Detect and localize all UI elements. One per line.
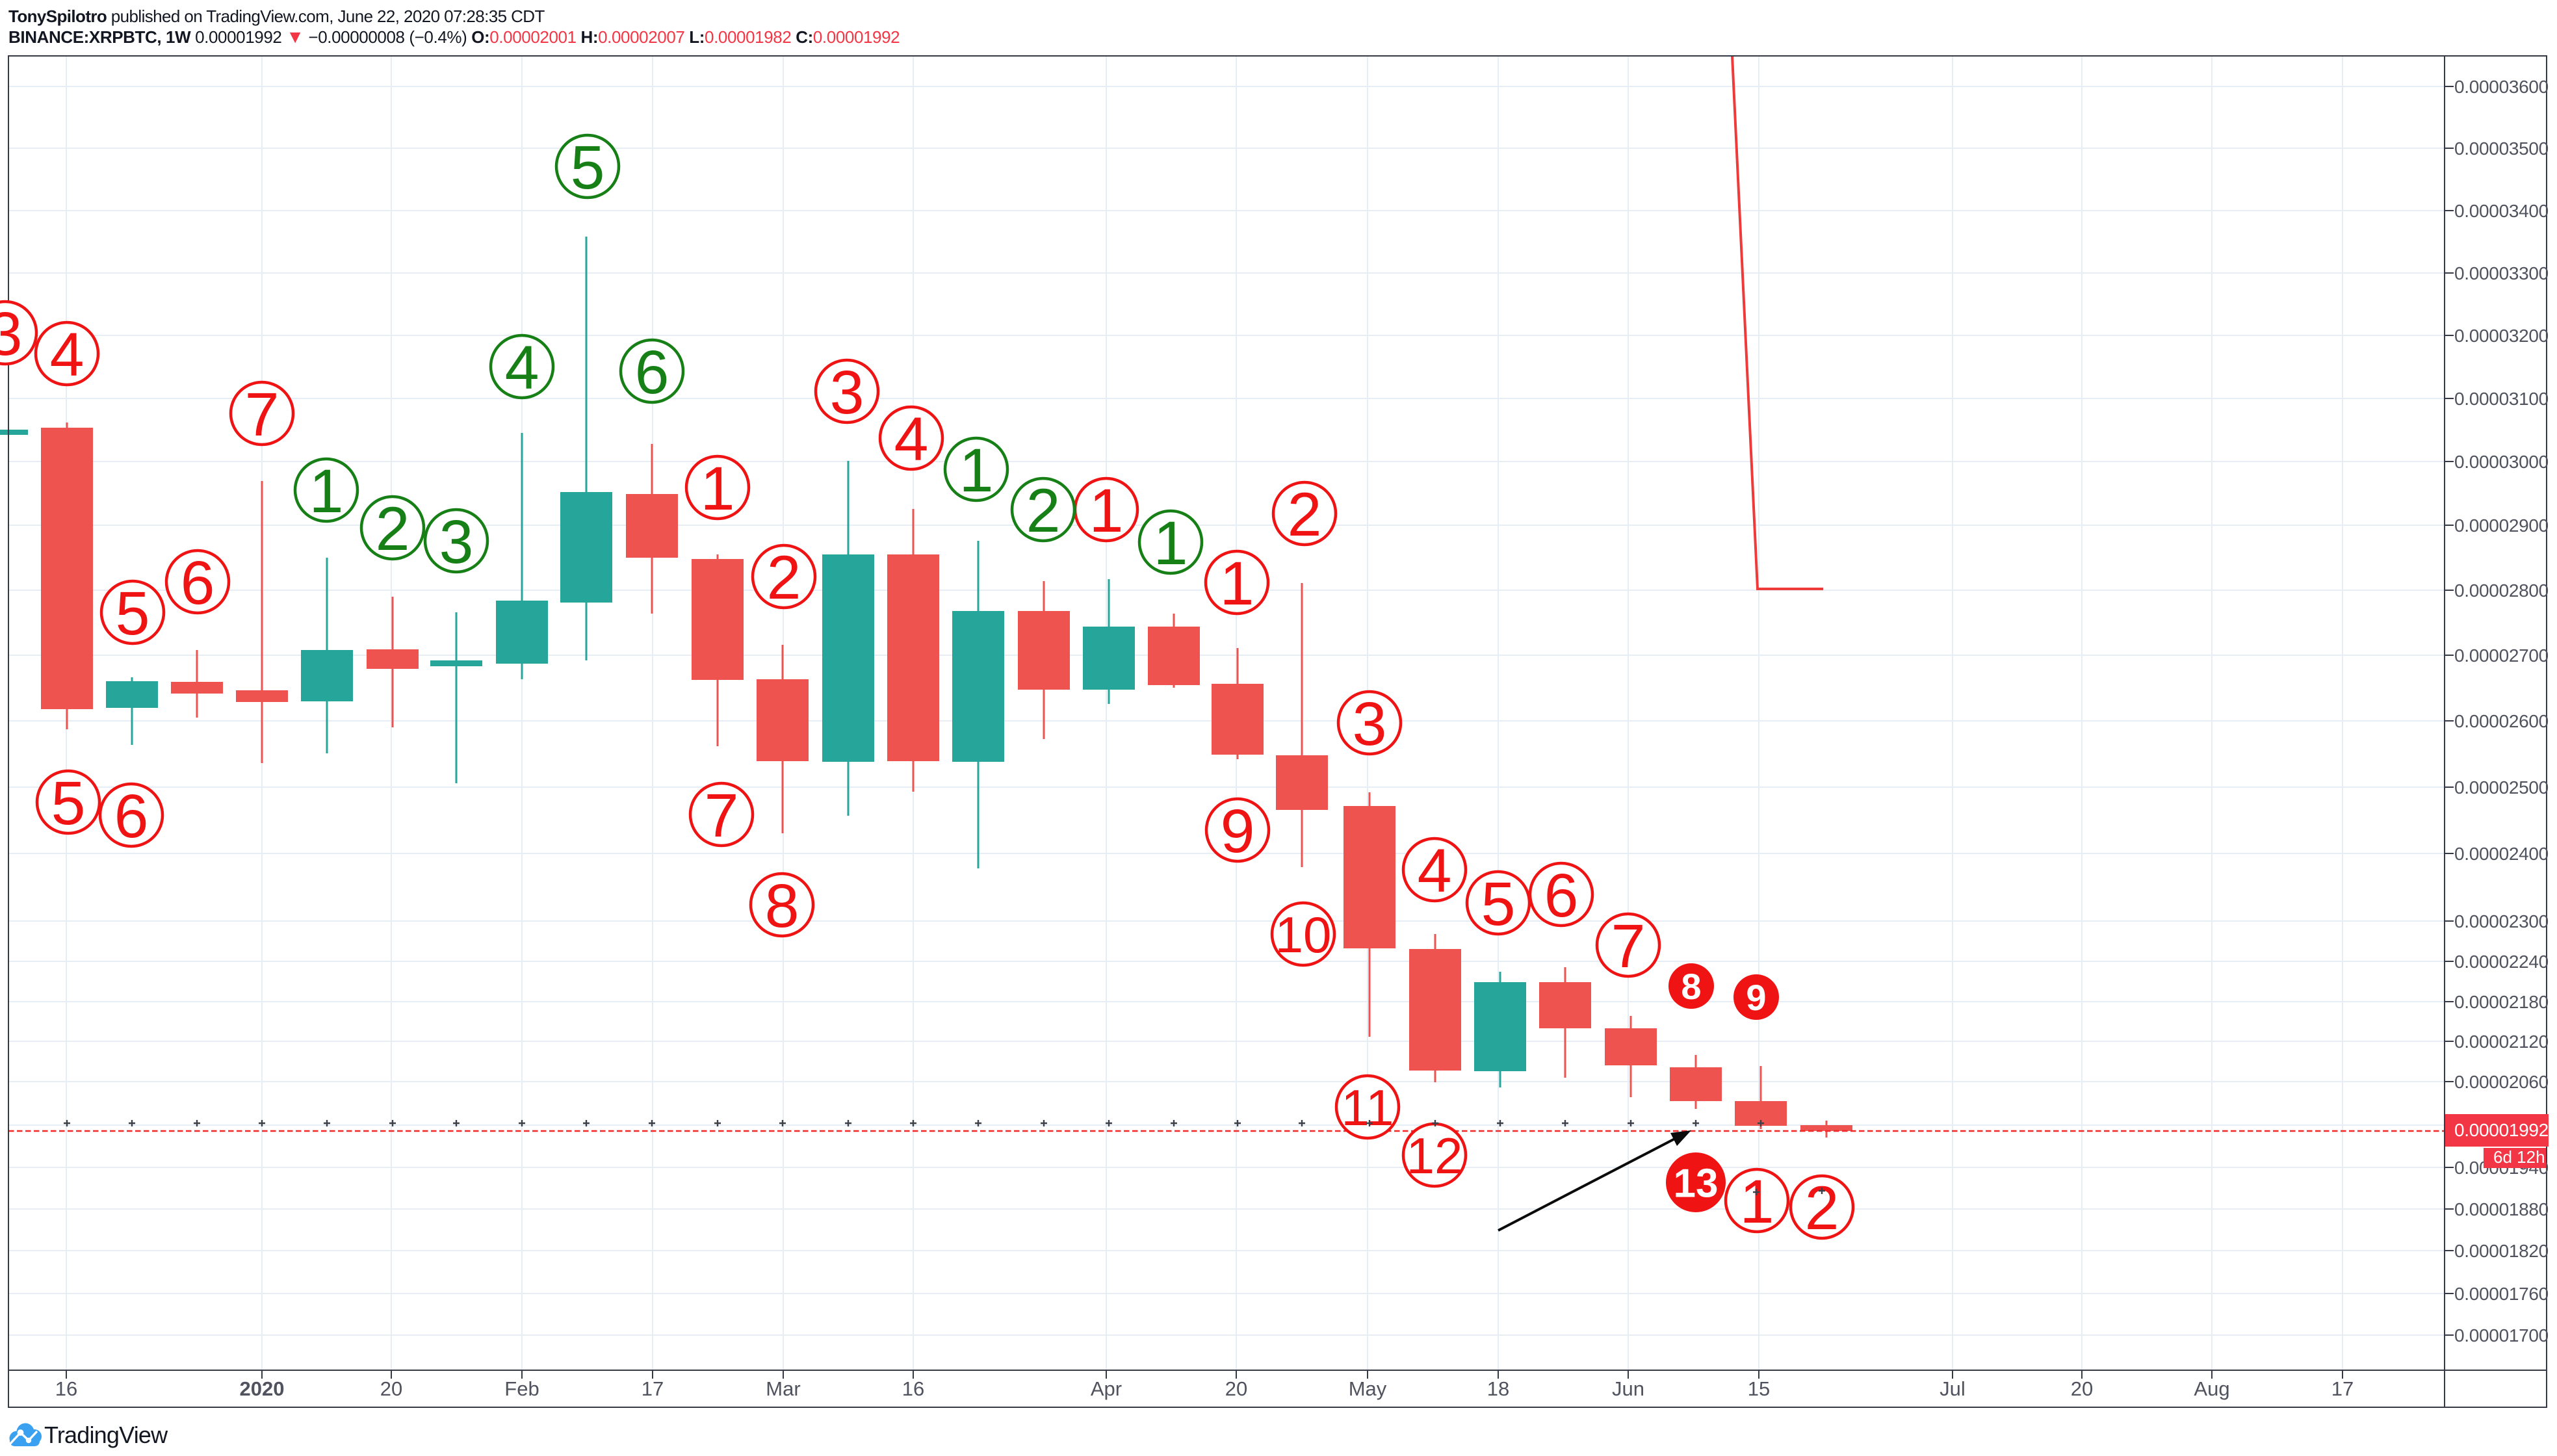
svg-text:4: 4 [1418,837,1452,905]
svg-text:16: 16 [902,1377,924,1400]
svg-text:1: 1 [701,454,735,523]
svg-text:7: 7 [1611,912,1646,981]
svg-text:1: 1 [1740,1167,1774,1236]
svg-text:3: 3 [830,358,864,427]
svg-text:5: 5 [51,769,86,838]
svg-text:0.00003500: 0.00003500 [2454,138,2549,159]
svg-text:2: 2 [376,495,410,564]
svg-text:0.00002800: 0.00002800 [2454,580,2549,601]
svg-text:Feb: Feb [504,1377,539,1400]
svg-text:0.00001700: 0.00001700 [2454,1325,2549,1346]
svg-text:0.00002400: 0.00002400 [2454,844,2549,864]
svg-text:7: 7 [245,380,279,449]
svg-text:0.00003300: 0.00003300 [2454,263,2549,283]
svg-text:11: 11 [1342,1079,1394,1136]
svg-text:0.00002900: 0.00002900 [2454,515,2549,536]
svg-text:10: 10 [1275,906,1332,963]
svg-text:2020: 2020 [240,1377,285,1400]
svg-text:0.00003100: 0.00003100 [2454,389,2549,409]
svg-text:4: 4 [50,320,84,389]
svg-text:Mar: Mar [766,1377,800,1400]
svg-text:Apr: Apr [1091,1377,1122,1400]
svg-text:9: 9 [1746,977,1766,1018]
svg-text:6: 6 [114,782,149,851]
svg-text:2: 2 [1805,1174,1839,1243]
svg-text:3: 3 [1353,690,1387,759]
svg-text:Aug: Aug [2194,1377,2229,1400]
svg-text:18: 18 [1487,1377,1509,1400]
svg-text:0.00002300: 0.00002300 [2454,911,2549,931]
svg-text:1: 1 [1220,549,1254,618]
svg-text:0.00002240: 0.00002240 [2454,952,2549,972]
svg-text:8: 8 [765,872,799,941]
svg-text:TonySpilotro published on Trad: TonySpilotro published on TradingView.co… [8,6,545,26]
svg-text:0.00002600: 0.00002600 [2454,711,2549,731]
svg-text:0.00001992: 0.00001992 [2454,1120,2549,1140]
svg-text:1: 1 [309,457,344,526]
svg-text:15: 15 [1748,1377,1770,1400]
svg-text:6d 12h: 6d 12h [2493,1147,2545,1167]
svg-text:2: 2 [1288,480,1322,549]
svg-text:0.00003400: 0.00003400 [2454,201,2549,221]
svg-text:2: 2 [767,543,801,612]
svg-text:0.00001820: 0.00001820 [2454,1241,2549,1261]
svg-text:3: 3 [439,508,474,577]
svg-text:0.00002120: 0.00002120 [2454,1032,2549,1052]
svg-text:17: 17 [642,1377,664,1400]
svg-text:0.00002060: 0.00002060 [2454,1072,2549,1092]
svg-text:13: 13 [1674,1161,1719,1206]
svg-text:6: 6 [635,338,669,407]
svg-text:1: 1 [959,436,994,505]
svg-text:0.00002180: 0.00002180 [2454,992,2549,1012]
svg-text:May: May [1349,1377,1387,1400]
svg-text:2: 2 [1026,476,1061,545]
svg-text:Jul: Jul [1940,1377,1966,1400]
svg-text:20: 20 [380,1377,402,1400]
svg-text:5: 5 [571,133,605,202]
svg-text:17: 17 [2331,1377,2354,1400]
svg-text:Jun: Jun [1612,1377,1644,1400]
svg-text:8: 8 [1681,966,1701,1007]
svg-text:TradingView: TradingView [44,1422,168,1448]
svg-text:5: 5 [116,579,150,648]
svg-text:0.00001880: 0.00001880 [2454,1199,2549,1219]
svg-text:20: 20 [2071,1377,2093,1400]
svg-text:0.00003000: 0.00003000 [2454,452,2549,472]
svg-text:7: 7 [705,781,739,850]
svg-text:1: 1 [1154,509,1188,578]
svg-text:0.00003200: 0.00003200 [2454,326,2549,346]
svg-text:3: 3 [0,300,22,369]
svg-text:0.00001760: 0.00001760 [2454,1284,2549,1304]
svg-text:9: 9 [1221,797,1255,866]
svg-text:6: 6 [181,549,215,618]
svg-text:0.00002500: 0.00002500 [2454,777,2549,798]
svg-text:0.00003600: 0.00003600 [2454,77,2549,97]
svg-text:1: 1 [1089,476,1124,545]
svg-text:BINANCE:XRPBTC, 1W 0.00001992: BINANCE:XRPBTC, 1W 0.00001992 ▼ −0.00000… [8,27,900,47]
svg-text:12: 12 [1407,1127,1463,1184]
svg-text:16: 16 [55,1377,77,1400]
svg-text:4: 4 [505,333,539,402]
svg-text:5: 5 [1481,870,1516,939]
svg-text:4: 4 [894,405,929,474]
svg-text:0.00002700: 0.00002700 [2454,645,2549,666]
svg-text:20: 20 [1225,1377,1247,1400]
svg-text:6: 6 [1544,861,1579,930]
